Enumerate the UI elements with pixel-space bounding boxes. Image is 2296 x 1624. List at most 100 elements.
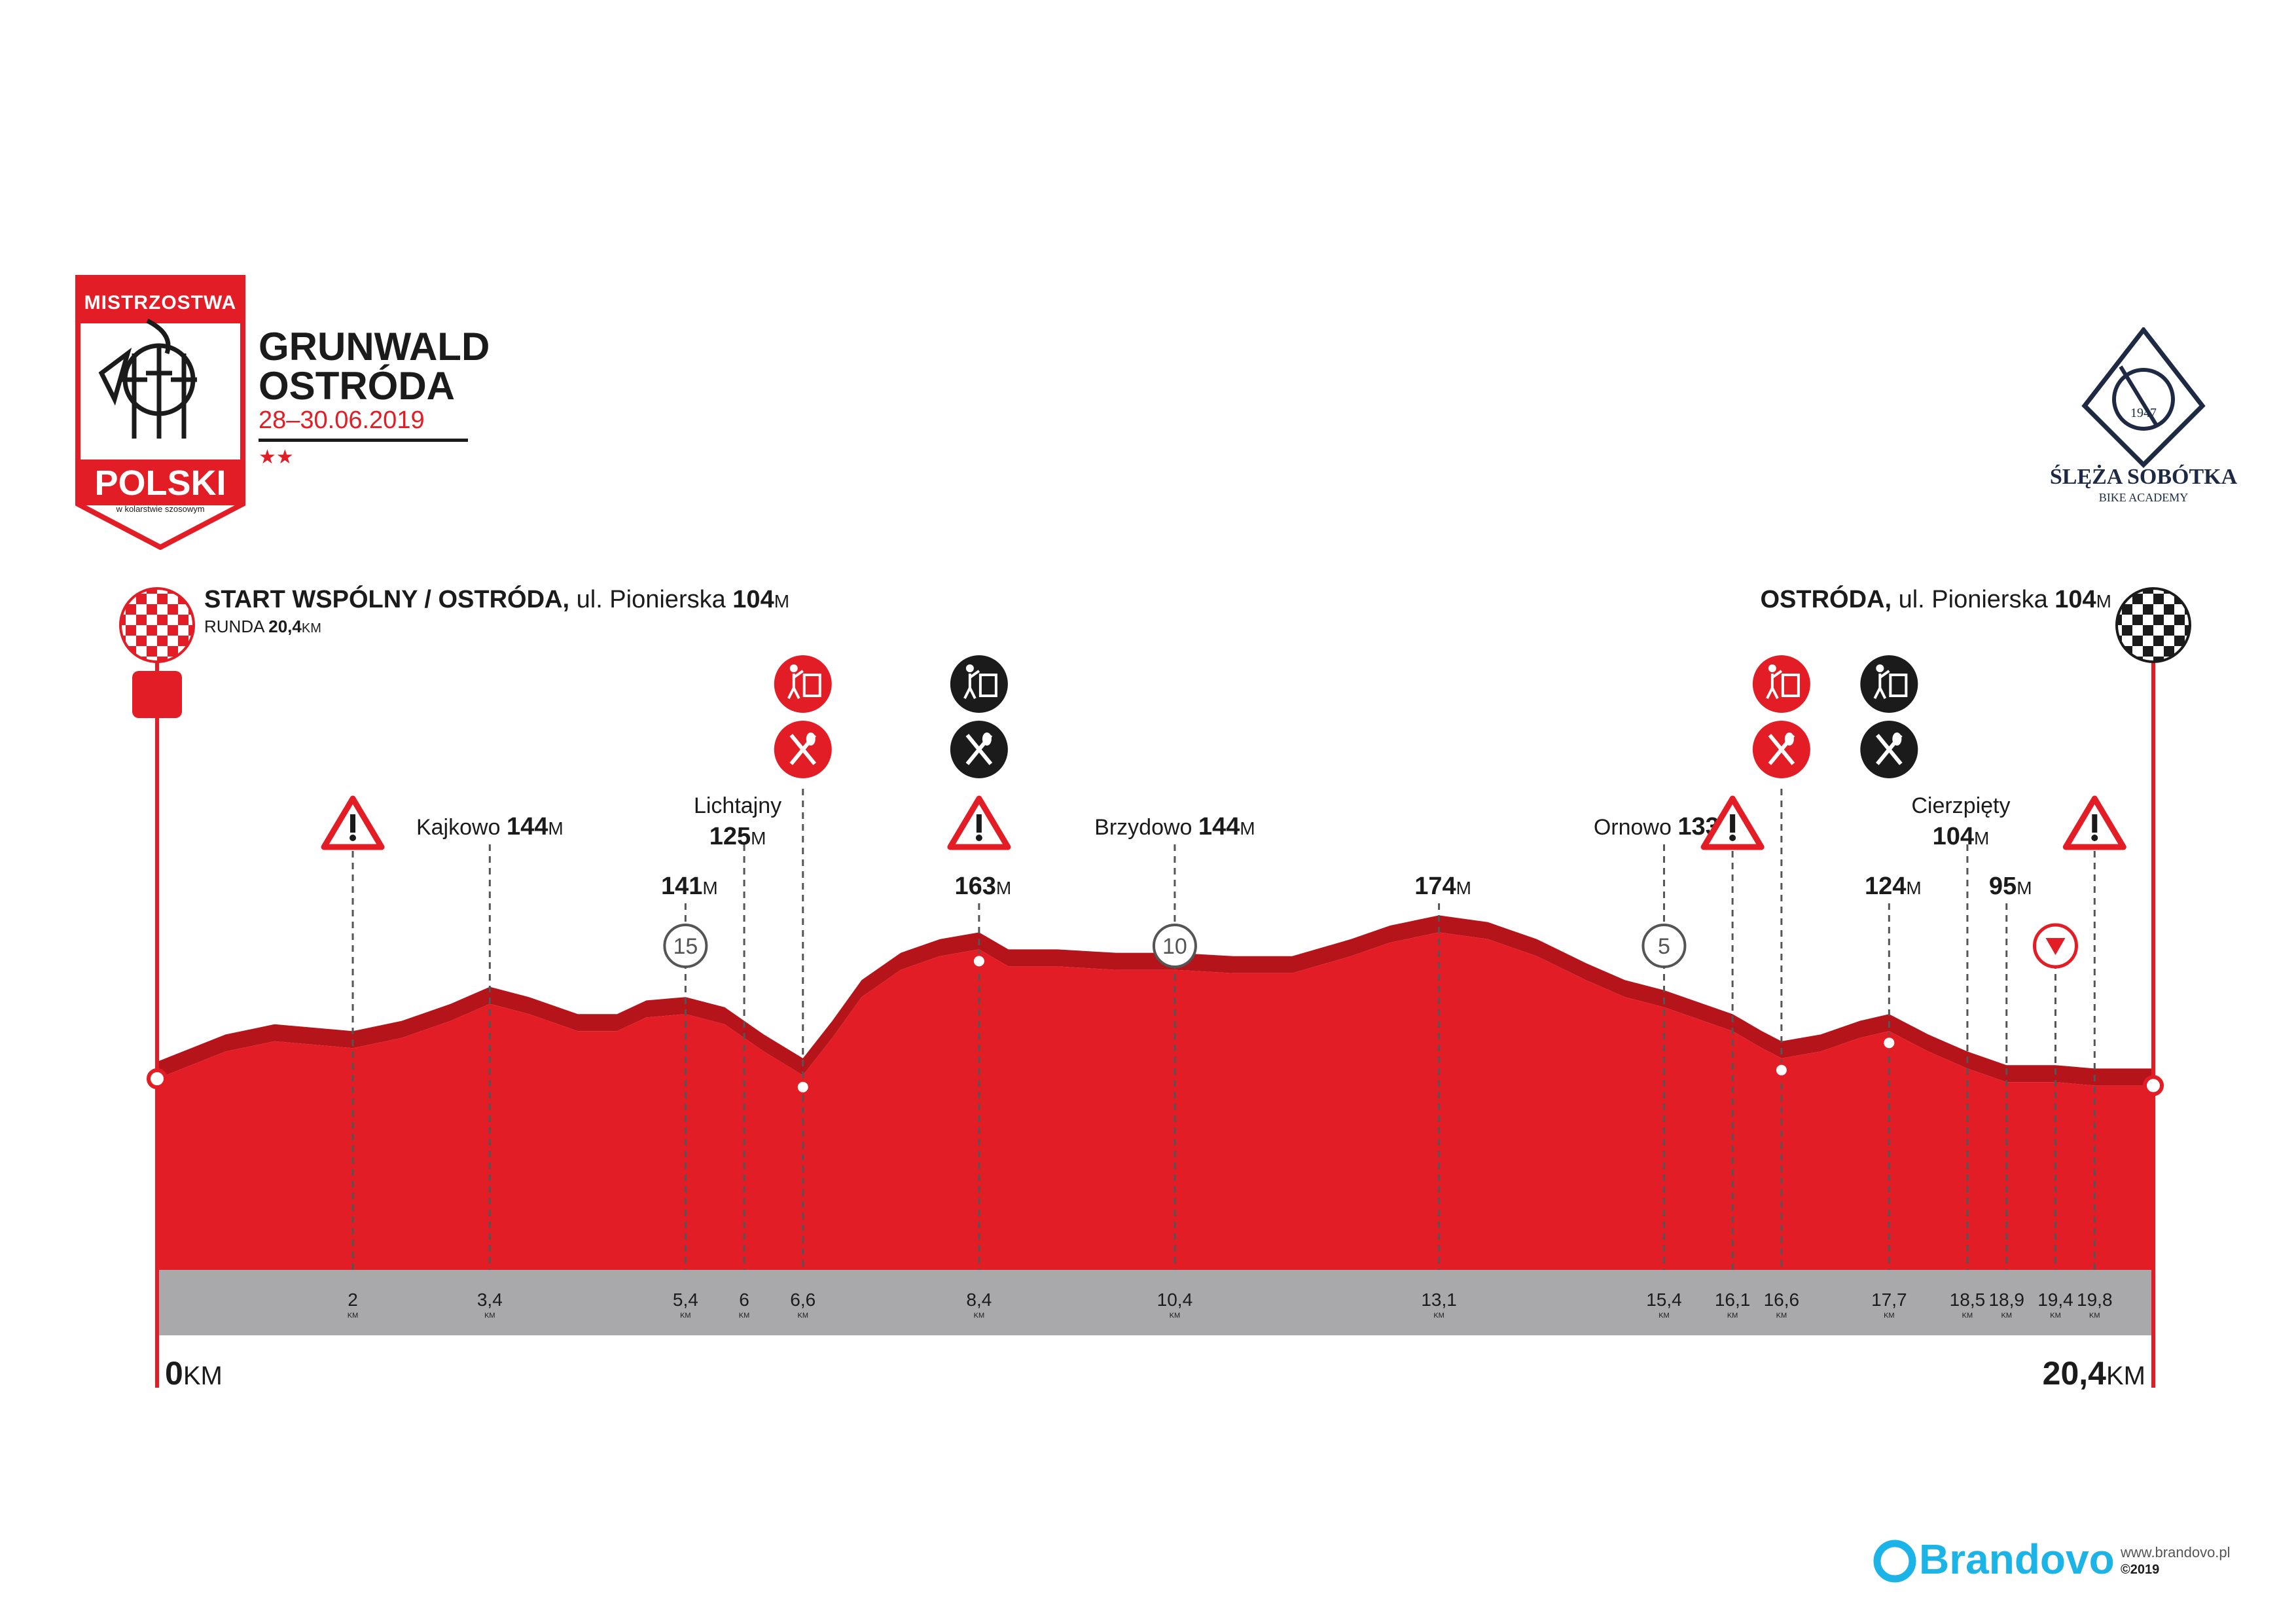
warning-dot	[2091, 835, 2098, 841]
spoon-head	[806, 732, 816, 746]
finish-flag-icon-square	[2143, 594, 2153, 604]
start-flag-icon-square	[168, 594, 178, 604]
start-info: START WSPÓLNY / OSTRÓDA, ul. Pionierska …	[204, 586, 789, 637]
start-flag-icon-square	[147, 625, 157, 636]
finish-flag-icon-square	[2185, 646, 2190, 657]
litter-zone-icon	[950, 655, 1008, 713]
start-flag-icon-square	[126, 657, 136, 662]
finish-flag-icon-square	[2143, 615, 2153, 625]
km-band	[157, 1270, 2153, 1335]
start-flag-icon-square	[157, 604, 168, 615]
km-to-go-label: 10	[1162, 934, 1187, 959]
km-tick-label: 3,4	[477, 1290, 503, 1310]
person-head	[1768, 664, 1776, 672]
start-flag-icon-square	[157, 615, 168, 625]
club-year: 1947	[2130, 406, 2157, 420]
km-tick-unit: KM	[1659, 1312, 1670, 1320]
km-tick-unit: KM	[1727, 1312, 1738, 1320]
km-to-go-label: 15	[673, 934, 698, 959]
finish-alt-unit: M	[2096, 591, 2111, 611]
altitude-label: 163M	[955, 873, 1012, 900]
feed-zone-icon	[1860, 721, 1918, 778]
start-lap-label: RUNDA	[204, 617, 269, 636]
descent-arrow	[2045, 938, 2066, 955]
descent-icon	[2032, 923, 2078, 969]
event-stars: ★★	[259, 446, 294, 468]
start-flag-icon-square	[188, 594, 194, 604]
finish-flag-icon-square	[2185, 588, 2190, 594]
badge-graphic	[75, 275, 245, 550]
start-flag-icon-square	[178, 657, 188, 662]
finish-alt: 104	[2054, 586, 2096, 613]
start-flag-icon-square	[147, 657, 157, 662]
start-lap-value: 20,4	[268, 617, 302, 636]
profile-area	[157, 932, 2153, 1270]
person-body	[963, 670, 980, 699]
club-diamond-icon	[2081, 326, 2206, 468]
warning-icon	[1700, 795, 1765, 850]
finish-flag-icon-square	[2132, 604, 2143, 615]
start-flag-icon-square	[188, 615, 194, 625]
start-flag-icon-square	[126, 604, 136, 615]
km-tick-label: 18,5	[1950, 1290, 1986, 1310]
km-tick-label: 16,1	[1715, 1290, 1751, 1310]
finish-flag-icon-square	[2164, 646, 2174, 657]
km-tick-label: 15,4	[1646, 1290, 1682, 1310]
km-tick-label: 10,4	[1157, 1290, 1193, 1310]
start-flag-icon-square	[188, 588, 194, 594]
finish-flag-icon-square	[2143, 636, 2153, 646]
start-flag-icon-square	[178, 625, 188, 636]
start-flag-icon-square	[168, 604, 178, 615]
finish-flag-icon-square	[2164, 615, 2174, 625]
km-tick-label: 6	[739, 1290, 749, 1310]
km-tick-unit: KM	[484, 1312, 495, 1320]
warning-icon	[321, 795, 385, 850]
start-flag-icon-square	[157, 588, 168, 594]
warning-icon	[947, 795, 1011, 850]
km-tick-label: 19,8	[2077, 1290, 2113, 1310]
finish-flag-icon-square	[2122, 588, 2132, 594]
km-tick-label: 17,7	[1871, 1290, 1907, 1310]
bin-body	[978, 674, 997, 697]
finish-flag-icon-square	[2143, 588, 2153, 594]
start-flag-icon-square	[147, 604, 157, 615]
finish-flag-icon-square	[2153, 636, 2164, 646]
person-head	[965, 664, 974, 672]
bin-body	[1781, 674, 1800, 697]
start-flag-icon-square	[157, 594, 168, 604]
km-tick-unit: KM	[798, 1312, 809, 1320]
km-tick-unit: KM	[2050, 1312, 2061, 1320]
finish-flag-icon-square	[2153, 615, 2164, 625]
finish-flag-icon-square	[2164, 636, 2174, 646]
warning-dot	[975, 835, 982, 841]
warning-dot	[1729, 835, 1736, 841]
feed-zone-icon	[1752, 721, 1810, 778]
start-flag-icon-square	[168, 615, 178, 625]
start-flag-icon-ring	[119, 587, 195, 663]
place-name: Cierzpięty	[1911, 793, 2010, 818]
start-lap: RUNDA 20,4KM	[204, 617, 789, 637]
start-lap-unit: KM	[301, 621, 321, 636]
finish-flag-icon-square	[2153, 594, 2164, 604]
finish-flag-icon-ring	[2115, 587, 2191, 663]
km-tick-unit: KM	[1433, 1312, 1444, 1320]
start-flag-icon-square	[126, 615, 136, 625]
profile-point-dot	[971, 953, 987, 969]
altitude-label: 141M	[661, 873, 718, 900]
start-flag-icon-square	[136, 604, 147, 615]
finish-flag-icon-square	[2132, 646, 2143, 657]
place-name: Lichtajny	[694, 793, 781, 818]
start-flag-icon-square	[178, 636, 188, 646]
start-flag-icon-square	[136, 625, 147, 636]
finish-street: ul. Pionierska	[1892, 586, 2055, 613]
club-name: ŚLĘŻA SOBÓTKA	[2049, 465, 2238, 489]
brand-name: Brandovo	[1919, 1536, 2115, 1583]
start-flag-icon-square	[120, 594, 126, 604]
place-alt: 104M	[1933, 823, 1990, 850]
start-flag-icon-square	[147, 646, 157, 657]
finish-flag-icon-square	[2174, 636, 2185, 646]
badge-emblem-icon	[98, 318, 197, 439]
start-flag-icon-square	[147, 594, 157, 604]
start-flag-icon-square	[120, 657, 126, 662]
footer-brand: Brandovo www.brandovo.pl ©2019	[1872, 1535, 2238, 1587]
